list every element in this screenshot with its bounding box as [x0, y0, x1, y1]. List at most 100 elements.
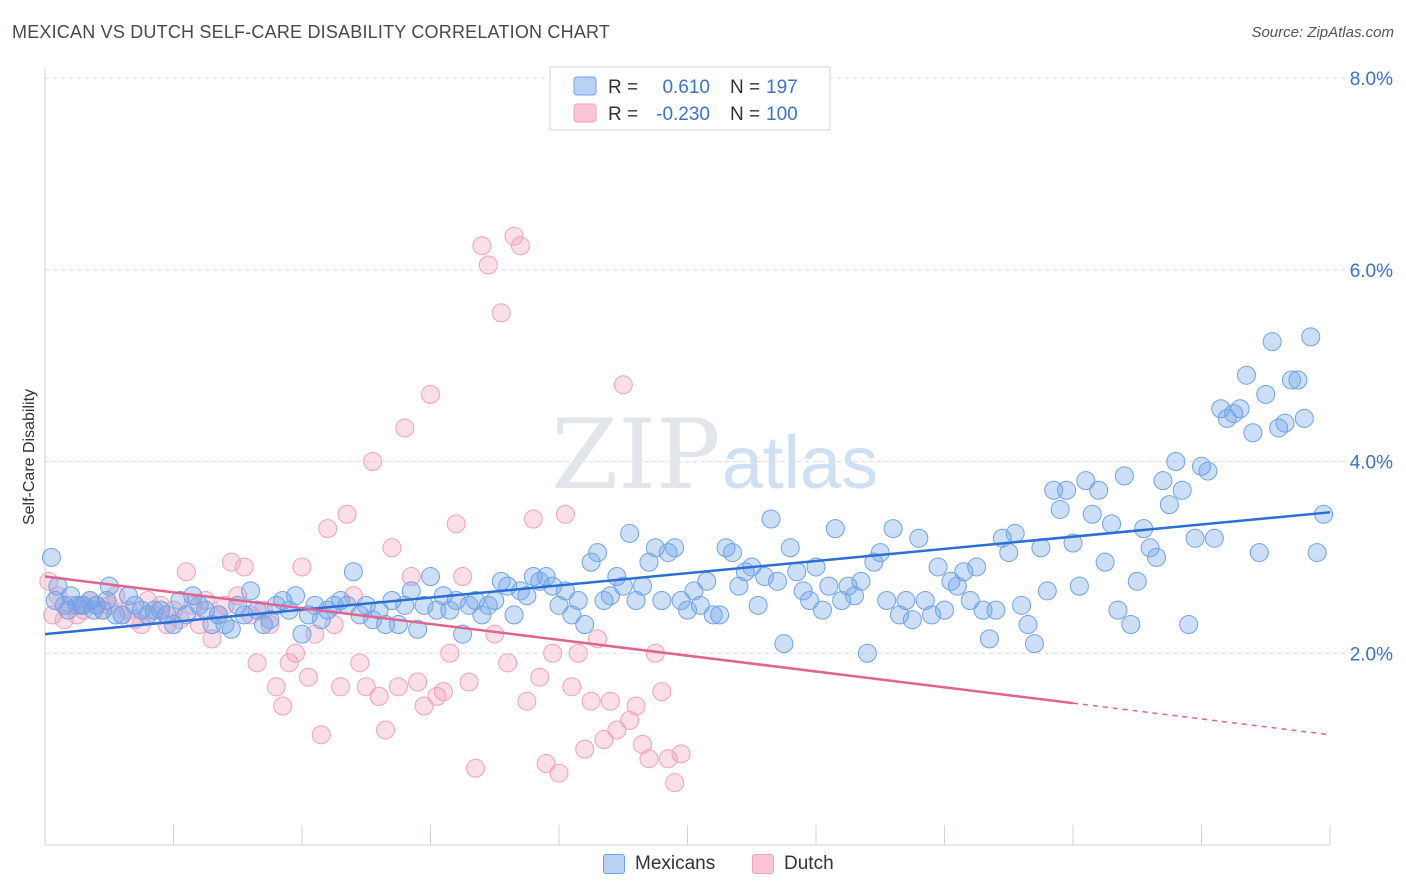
- legend-swatch-mexicans: [573, 76, 597, 96]
- mexicans-point: [825, 519, 845, 539]
- mexicans-point: [106, 605, 126, 625]
- mexicans-point: [633, 576, 653, 596]
- mexicans-point: [401, 581, 421, 601]
- mexicans-point: [877, 591, 897, 611]
- mexicans-point: [902, 610, 922, 630]
- mexicans-point: [645, 538, 665, 558]
- dutch-point: [472, 236, 492, 256]
- mexicans-point: [1281, 370, 1301, 390]
- dutch-point: [620, 710, 640, 730]
- mexicans-point: [729, 576, 749, 596]
- dutch-point: [286, 643, 306, 663]
- mexicans-point: [170, 591, 190, 611]
- dutch-point: [581, 691, 601, 711]
- scatter-chart: ZIP atlas 2.0%4.0%6.0%8.0%0.0%100.0% Sel…: [21, 66, 1393, 846]
- mexicans-point: [71, 595, 91, 615]
- dutch-point: [311, 725, 331, 745]
- mexicans-point: [1185, 528, 1205, 548]
- mexicans-point: [260, 610, 280, 630]
- mexicans-point: [1230, 399, 1250, 419]
- dutch-point: [176, 562, 196, 582]
- legend-r-value-mexicans: 0.610: [662, 77, 710, 98]
- dutch-point: [247, 653, 267, 673]
- trend-line-dutch: [44, 575, 1074, 705]
- mexicans-point: [1153, 471, 1173, 491]
- mexicans-point: [1249, 543, 1269, 563]
- chart-title: MEXICAN VS DUTCH SELF-CARE DISABILITY CO…: [12, 22, 611, 42]
- dutch-point: [517, 691, 537, 711]
- mexicans-point: [832, 591, 852, 611]
- legend-r-label-mexicans: R =: [608, 77, 638, 98]
- mexicans-point: [1140, 538, 1160, 558]
- y-tick-label: 6.0%: [1350, 261, 1393, 282]
- mexicans-point: [369, 600, 389, 620]
- legend-frame: [549, 66, 831, 131]
- dutch-point: [491, 303, 511, 323]
- dutch-point: [408, 672, 428, 692]
- mexicans-point: [710, 605, 730, 625]
- mexicans-point: [343, 562, 363, 582]
- dutch-point: [138, 591, 158, 611]
- mexicans-point: [979, 629, 999, 649]
- mexicans-point: [1262, 332, 1282, 352]
- mexicans-point: [1294, 408, 1314, 428]
- mexicans-point: [1082, 504, 1102, 524]
- mexicans-point: [568, 591, 588, 611]
- dutch-point: [555, 504, 575, 524]
- mexicans-point: [1172, 480, 1192, 500]
- mexicans-point: [620, 523, 640, 543]
- dutch-point: [594, 730, 614, 750]
- dutch-point: [421, 384, 440, 404]
- dutch-point: [665, 773, 685, 793]
- dutch-point: [202, 629, 222, 649]
- mexicans-point: [84, 600, 104, 620]
- mexicans-point: [414, 595, 434, 615]
- dutch-point: [465, 758, 485, 778]
- mexicans-point: [922, 605, 942, 625]
- dutch-point: [331, 677, 351, 697]
- mexicans-point: [517, 586, 537, 606]
- mexicans-point: [864, 552, 884, 572]
- mexicans-point: [800, 591, 820, 611]
- tick-labels: 2.0%4.0%6.0%8.0%0.0%100.0%: [1350, 69, 1393, 665]
- dutch-point: [523, 509, 543, 529]
- mexicans-point: [1012, 595, 1032, 615]
- watermark-zip: ZIP: [551, 399, 720, 511]
- mexicans-point: [954, 562, 974, 582]
- dutch-point: [298, 667, 318, 687]
- mexicans-point: [575, 614, 595, 634]
- mexicans-point: [915, 591, 935, 611]
- dutch-point: [369, 686, 389, 706]
- dutch-point: [607, 720, 627, 740]
- mexicans-point: [61, 586, 81, 606]
- mexicans-point: [845, 586, 865, 606]
- mexicans-point: [1069, 576, 1089, 596]
- mexicans-point: [1121, 614, 1141, 634]
- source-label: Source: ZipAtlas.com: [1251, 24, 1394, 41]
- dutch-point: [382, 538, 402, 558]
- mexicans-point: [164, 614, 183, 634]
- mexicans-point: [504, 605, 524, 625]
- trend-lines: [44, 511, 1331, 736]
- dutch-point: [324, 614, 344, 634]
- dutch-point: [562, 677, 582, 697]
- mexicans-point: [1108, 600, 1128, 620]
- dutch-point: [260, 614, 280, 634]
- mexicans-points: [41, 327, 1334, 663]
- mexicans-point: [562, 605, 582, 625]
- dutch-point: [639, 749, 659, 769]
- bottom-legend-swatch-mexicans: [603, 854, 625, 874]
- axes: [44, 68, 1331, 846]
- mexicans-point: [722, 543, 742, 563]
- mexicans-point: [1288, 370, 1308, 390]
- dutch-point: [671, 744, 691, 764]
- mexicans-point: [947, 576, 967, 596]
- mexicans-point: [144, 600, 164, 620]
- mexicans-point: [1256, 384, 1276, 404]
- bottom-legend-label-dutch: Dutch: [784, 853, 834, 874]
- mexicans-point: [1095, 552, 1115, 572]
- dutch-point: [433, 682, 453, 702]
- dutch-point: [363, 452, 383, 471]
- mexicans-point: [1063, 533, 1083, 553]
- dutch-point: [510, 236, 530, 256]
